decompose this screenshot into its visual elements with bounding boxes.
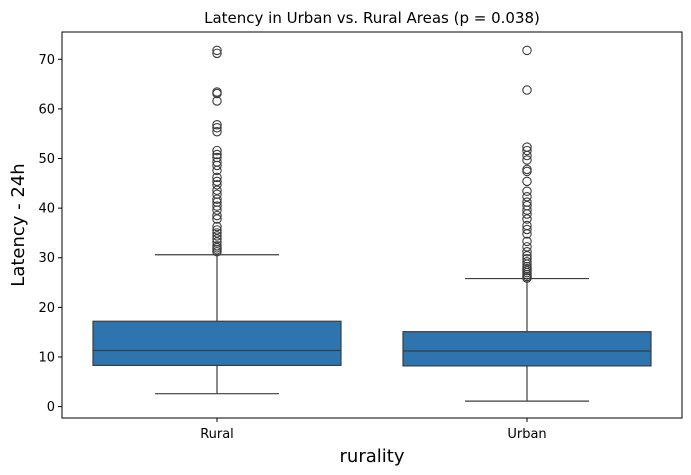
outlier-point	[212, 176, 222, 187]
outlier-point	[522, 214, 532, 224]
y-tick-label: 10	[38, 350, 55, 365]
y-tick-label: 70	[38, 53, 55, 68]
outlier-point	[212, 126, 222, 137]
outlier-point	[212, 210, 222, 221]
outlier-point	[522, 45, 532, 56]
y-tick-label: 30	[38, 251, 55, 266]
y-tick-label: 40	[38, 202, 55, 217]
y-tick-label: 0	[47, 400, 55, 415]
plot-frame	[61, 31, 683, 419]
outlier-point	[212, 172, 222, 183]
outlier-point	[212, 221, 222, 232]
outlier-point	[522, 85, 532, 95]
x-tick-label: Urban	[507, 427, 546, 442]
outlier-point	[522, 142, 532, 152]
chart-title: Latency in Urban vs. Rural Areas (p = 0.…	[204, 9, 540, 27]
box-group-urban	[402, 45, 652, 402]
outlier-point	[212, 87, 222, 97]
outlier-point	[212, 149, 222, 160]
y-tick-label: 60	[38, 102, 55, 117]
box-iqr	[402, 331, 652, 367]
outlier-point	[522, 242, 532, 252]
outlier-point	[212, 123, 222, 133]
outlier-point	[212, 241, 222, 251]
box-group-rural	[92, 45, 342, 395]
plot-area: 0 10 20 30 40 50 60 70 Rural Urban	[38, 45, 652, 442]
outlier-point	[522, 197, 532, 207]
outlier-point	[522, 186, 532, 197]
y-tick-label: 50	[38, 152, 55, 167]
outlier-point	[522, 176, 532, 187]
outlier-point	[522, 191, 532, 202]
outlier-point	[522, 253, 532, 264]
outlier-point	[212, 231, 222, 241]
outlier-point	[212, 228, 222, 238]
outlier-point	[212, 189, 222, 199]
outlier-point	[522, 236, 532, 247]
outlier-point	[522, 224, 532, 235]
outlier-point	[212, 120, 222, 130]
outlier-point	[212, 180, 222, 190]
outlier-point	[522, 247, 532, 257]
outlier-point	[212, 45, 222, 56]
x-tick-label: Rural	[200, 427, 234, 442]
x-axis-label: rurality	[340, 446, 405, 467]
outlier-point	[522, 256, 532, 267]
y-axis-label: Latency - 24h	[8, 163, 29, 286]
outlier-point	[212, 225, 222, 235]
outlier-point	[522, 164, 532, 175]
outlier-point	[212, 145, 222, 156]
outlier-point	[522, 155, 532, 165]
box-iqr	[92, 320, 342, 367]
outlier-point	[212, 201, 222, 211]
outlier-point	[212, 152, 222, 163]
outlier-point	[212, 48, 222, 59]
outlier-point	[522, 220, 532, 231]
outlier-point	[522, 166, 532, 177]
outlier-point	[522, 145, 532, 156]
outlier-point	[212, 157, 222, 167]
y-tick-label: 20	[38, 301, 55, 316]
